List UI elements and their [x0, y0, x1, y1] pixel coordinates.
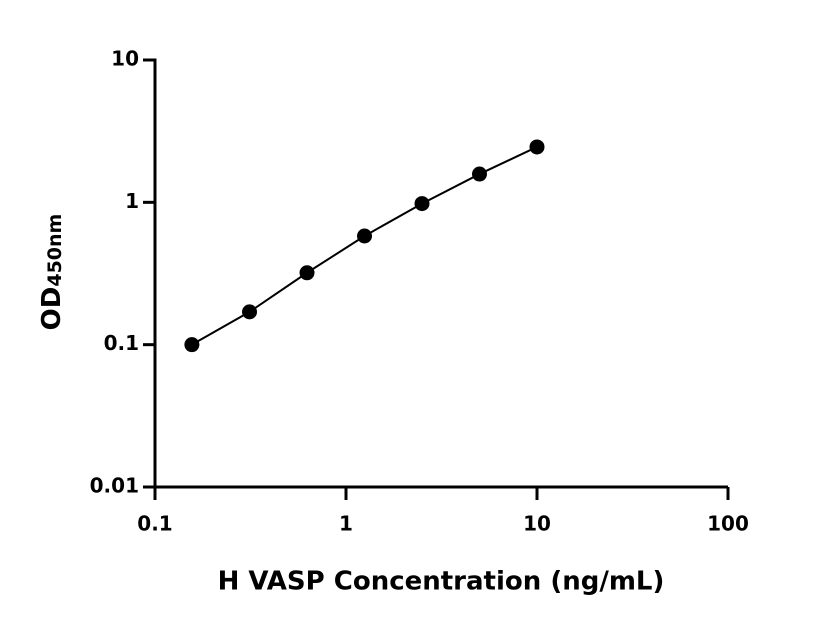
- x-tick-label: 1: [339, 512, 353, 536]
- data-point: [184, 337, 200, 353]
- x-tick-label: 0.1: [137, 512, 172, 536]
- data-point: [242, 304, 258, 320]
- data-point: [472, 166, 488, 182]
- y-tick-label: 1: [125, 189, 139, 213]
- data-point: [529, 139, 545, 155]
- y-tick-label: 0.1: [104, 331, 139, 355]
- data-point: [299, 265, 315, 281]
- x-axis-title: H VASP Concentration (ng/mL): [218, 567, 665, 597]
- data-point: [357, 228, 373, 244]
- data-point: [414, 196, 430, 212]
- y-tick-label: 0.01: [90, 474, 139, 498]
- y-tick-label: 10: [111, 47, 139, 71]
- x-tick-label: 100: [707, 512, 749, 536]
- y-axis-title: OD450nm: [37, 214, 67, 331]
- y-axis-title-main: OD: [37, 287, 67, 331]
- x-tick-label: 10: [523, 512, 551, 536]
- y-axis-title-subscript: 450nm: [44, 214, 66, 287]
